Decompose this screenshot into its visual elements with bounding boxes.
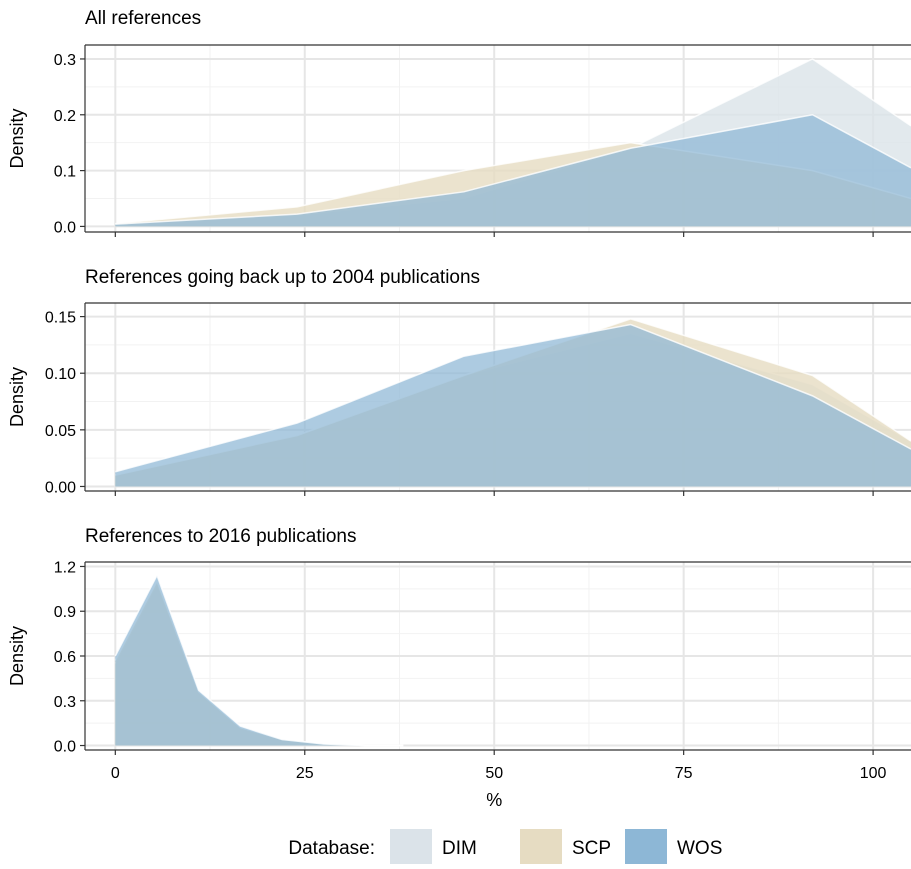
panel-1: All references 0.0 0.1 0.2 0.3 Density <box>7 8 911 237</box>
x-tick-label: 75 <box>675 765 693 782</box>
area-outline-wos <box>115 113 911 225</box>
y-tick-label: 0.1 <box>54 164 76 181</box>
y-tick-label: 0.00 <box>45 479 76 496</box>
panel-title: References going back up to 2004 publica… <box>85 267 480 288</box>
legend-title: Database: <box>288 838 375 859</box>
y-tick-label: 1.2 <box>54 559 76 576</box>
y-axis-title: Density <box>7 367 27 427</box>
y-axis-title: Density <box>7 626 27 686</box>
area-wos <box>115 575 404 746</box>
x-tick-label: 100 <box>860 765 887 782</box>
y-tick-label: 0.05 <box>45 423 76 440</box>
y-axis-title: Density <box>7 108 27 168</box>
x-tick-label: 50 <box>485 765 503 782</box>
legend-label-scp: SCP <box>572 838 611 859</box>
panel-title: References to 2016 publications <box>85 526 356 547</box>
y-tick-label: 0.2 <box>54 108 76 125</box>
area-outline-wos <box>115 323 911 473</box>
y-tick-label: 0.15 <box>45 310 76 327</box>
legend-label-wos: WOS <box>677 838 722 859</box>
legend-label-dim: DIM <box>442 838 477 859</box>
y-tick-label: 0.3 <box>54 694 76 711</box>
panel-2: References going back up to 2004 publica… <box>7 267 911 496</box>
legend-key-dim <box>390 829 432 864</box>
y-tick-label: 0.10 <box>45 366 76 383</box>
y-tick-label: 0.3 <box>54 52 76 69</box>
panel-3: References to 2016 publications 0.0 0.3 0.6… <box>7 526 911 756</box>
area-wos <box>115 324 911 487</box>
area-outline-wos <box>114 573 404 747</box>
x-tick-label: 25 <box>296 765 314 782</box>
x-tick-label: 0 <box>111 765 120 782</box>
y-tick-label: 0.6 <box>54 649 76 666</box>
legend: Database: DIM SCP WOS <box>288 829 722 864</box>
panel-title: All references <box>85 8 201 29</box>
legend-key-scp <box>520 829 562 864</box>
area-wos <box>115 114 911 227</box>
y-tick-label: 0.0 <box>54 219 76 236</box>
y-tick-label: 0.9 <box>54 604 76 621</box>
x-axis-title: % <box>486 790 502 810</box>
y-tick-label: 0.0 <box>54 739 76 756</box>
legend-key-wos <box>625 829 667 864</box>
